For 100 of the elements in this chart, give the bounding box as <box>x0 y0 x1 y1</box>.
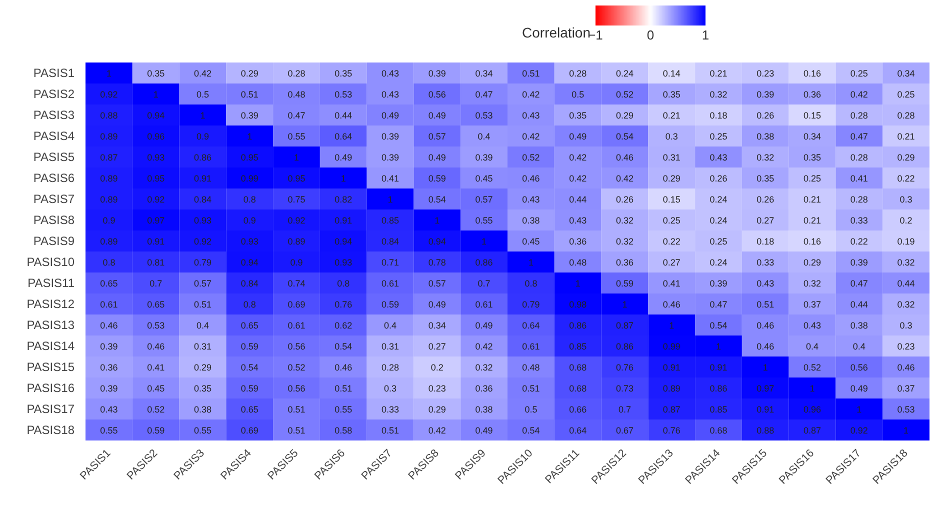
data-label: 0.14 <box>662 68 680 78</box>
data-label: 1 <box>528 258 534 268</box>
data-label: 0.52 <box>288 362 306 372</box>
data-label: 0.5 <box>572 90 584 100</box>
color-bar-title: Correlation <box>522 24 591 40</box>
data-label: 0.46 <box>616 152 634 162</box>
data-label: 0.18 <box>710 110 728 120</box>
data-label: 1 <box>904 426 909 436</box>
data-label: 0.45 <box>147 384 165 394</box>
data-label: 1 <box>153 90 158 100</box>
data-label: 0.97 <box>147 216 165 226</box>
data-label: 0.49 <box>569 132 587 142</box>
data-label: 0.51 <box>522 384 540 394</box>
data-label: 1 <box>247 132 252 142</box>
data-label: 0.46 <box>147 342 165 352</box>
data-label: 0.48 <box>569 258 587 268</box>
data-label: 0.49 <box>850 384 868 394</box>
data-label: 0.34 <box>428 320 446 330</box>
data-label: 0.39 <box>710 278 728 288</box>
data-label: 0.95 <box>288 174 306 184</box>
data-label: 0.95 <box>240 152 258 162</box>
data-label: 0.65 <box>147 300 165 310</box>
data-label: 1 <box>716 342 722 352</box>
data-label: 0.81 <box>147 258 165 268</box>
data-label: 0.62 <box>334 320 352 330</box>
data-label: 0.42 <box>616 174 634 184</box>
data-label: 0.92 <box>194 236 212 246</box>
data-label: 0.37 <box>897 384 915 394</box>
data-label: 0.52 <box>522 152 540 162</box>
data-label: 0.35 <box>147 68 165 78</box>
data-label: 0.45 <box>475 174 493 184</box>
data-label: 0.49 <box>428 300 446 310</box>
y-tick-label: PASIS16 <box>26 381 75 395</box>
data-label: 0.47 <box>850 278 868 288</box>
y-tick-label: PASIS8 <box>33 213 75 227</box>
data-label: 0.8 <box>524 278 538 288</box>
data-label: 1 <box>434 216 440 226</box>
data-label: 0.4 <box>852 342 866 352</box>
data-label: 0.79 <box>194 258 212 268</box>
data-label: 0.59 <box>616 278 634 288</box>
data-label: 1 <box>200 110 206 120</box>
data-label: 0.46 <box>100 320 118 330</box>
data-label: 0.44 <box>850 300 868 310</box>
data-label: 0.42 <box>475 342 493 352</box>
data-label: 0.53 <box>334 90 352 100</box>
data-label: 0.16 <box>804 236 822 246</box>
data-label: 0.25 <box>710 132 728 142</box>
data-label: 0.37 <box>804 300 822 310</box>
data-label: 0.76 <box>616 362 634 372</box>
data-label: 0.39 <box>240 110 258 120</box>
data-label: 0.54 <box>240 362 258 372</box>
data-label: 0.42 <box>194 68 212 78</box>
data-label: 0.7 <box>150 278 162 288</box>
data-label: 0.59 <box>382 300 400 310</box>
data-label: 0.42 <box>569 152 587 162</box>
data-label: 0.64 <box>522 320 540 330</box>
data-label: 0.44 <box>569 194 587 204</box>
data-label: 0.19 <box>897 236 915 246</box>
data-label: 0.31 <box>662 152 680 162</box>
data-label: 0.54 <box>334 342 352 352</box>
data-label: 0.25 <box>662 216 680 226</box>
data-label: 0.28 <box>382 362 400 372</box>
data-label: 0.28 <box>850 152 868 162</box>
data-label: 0.29 <box>804 258 822 268</box>
y-tick-label: PASIS2 <box>33 87 75 101</box>
data-label: 0.22 <box>897 174 915 184</box>
y-tick-label: PASIS1 <box>33 66 75 80</box>
data-label: 0.92 <box>288 216 306 226</box>
data-label: 0.87 <box>804 426 822 436</box>
data-label: 0.28 <box>569 68 587 78</box>
data-label: 0.21 <box>804 194 822 204</box>
data-label: 0.36 <box>475 384 493 394</box>
data-label: 0.3 <box>665 132 678 142</box>
data-label: 0.39 <box>382 152 400 162</box>
data-label: 0.75 <box>288 194 306 204</box>
data-label: 0.43 <box>382 68 400 78</box>
data-label: 0.69 <box>288 300 306 310</box>
data-label: 0.99 <box>662 342 680 352</box>
data-label: 0.65 <box>100 278 118 288</box>
data-label: 0.51 <box>288 404 306 414</box>
data-label: 0.67 <box>616 426 634 436</box>
data-label: 0.29 <box>616 110 634 120</box>
data-label: 0.68 <box>569 384 587 394</box>
data-label: 0.86 <box>194 152 212 162</box>
data-label: 0.35 <box>662 90 680 100</box>
data-label: 0.89 <box>288 236 306 246</box>
data-label: 0.27 <box>428 342 446 352</box>
data-label: 0.47 <box>710 300 728 310</box>
y-tick-label: PASIS14 <box>26 339 75 353</box>
data-label: 0.96 <box>147 132 165 142</box>
data-label: 0.29 <box>897 152 915 162</box>
data-label: 0.98 <box>569 300 587 310</box>
data-label: 0.8 <box>337 278 350 288</box>
data-label: 0.92 <box>850 426 868 436</box>
data-label: 0.45 <box>522 236 540 246</box>
color-bar-label: 0 <box>646 28 654 42</box>
data-label: 0.59 <box>240 342 258 352</box>
data-label: 0.47 <box>288 110 306 120</box>
data-label: 0.24 <box>710 258 728 268</box>
y-tick-label: PASIS18 <box>26 423 75 437</box>
